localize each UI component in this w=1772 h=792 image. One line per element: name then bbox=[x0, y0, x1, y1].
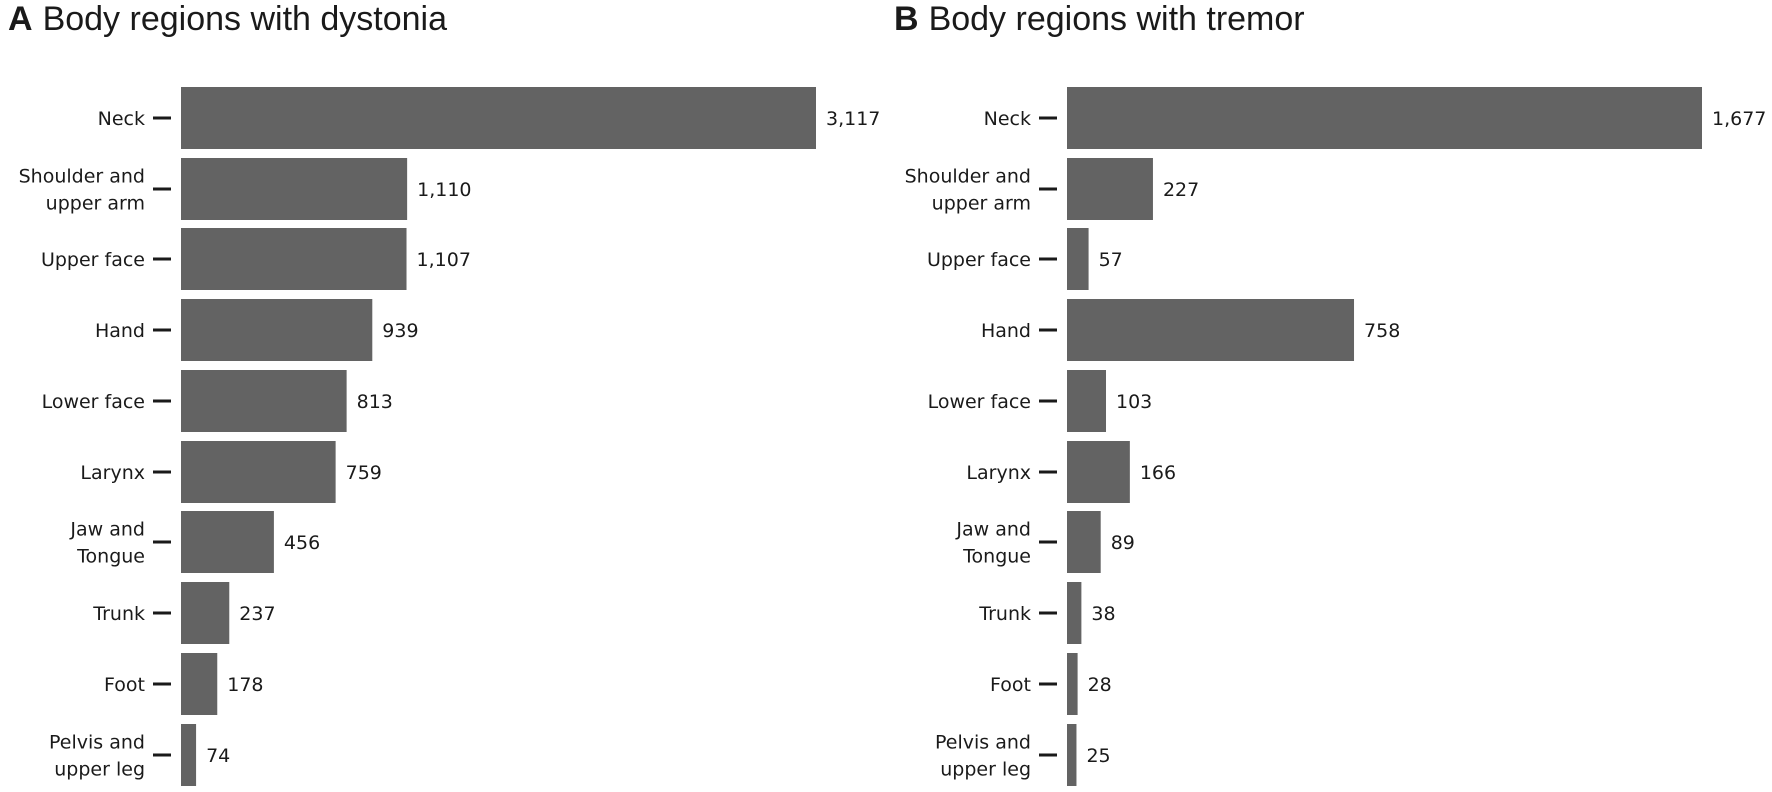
data-label: 25 bbox=[1086, 745, 1110, 767]
y-tick-label: Trunk bbox=[92, 603, 145, 625]
bar-chart-tremor: Neck 1,677 Shoulder and upper arm 227 Upper f… bbox=[905, 87, 1766, 786]
bar bbox=[1067, 724, 1077, 786]
data-label: 1,107 bbox=[417, 249, 471, 271]
bar-chart-dystonia: Neck 3,117 Shoulder and upper arm 1,110 Upper… bbox=[19, 87, 880, 786]
y-tick-label: Pelvis and upper leg bbox=[935, 732, 1031, 781]
data-label: 57 bbox=[1099, 249, 1123, 271]
panel-letter: A bbox=[8, 0, 33, 38]
data-label: 1,677 bbox=[1712, 108, 1766, 130]
data-label: 456 bbox=[284, 532, 320, 554]
data-label: 813 bbox=[357, 391, 393, 413]
y-tick-label: Neck bbox=[984, 108, 1031, 130]
bar bbox=[1067, 370, 1107, 432]
y-tick-label: Trunk bbox=[978, 603, 1031, 625]
bar bbox=[181, 582, 230, 644]
bar bbox=[1067, 158, 1153, 220]
bar bbox=[1067, 87, 1702, 149]
data-label: 103 bbox=[1116, 391, 1152, 413]
bar bbox=[181, 724, 197, 786]
bar bbox=[181, 158, 408, 220]
bar bbox=[181, 441, 336, 503]
y-tick-label: Hand bbox=[95, 320, 145, 342]
bar bbox=[1067, 299, 1355, 361]
y-tick-label: Pelvis and upper leg bbox=[49, 732, 145, 781]
chart-title: Body regions with tremor bbox=[928, 0, 1305, 38]
y-tick-label: Neck bbox=[98, 108, 145, 130]
panel-title: A Body regions with dystonia bbox=[8, 0, 447, 39]
bar bbox=[1067, 653, 1078, 715]
data-label: 758 bbox=[1364, 320, 1400, 342]
bar bbox=[181, 511, 274, 573]
y-tick-label: Shoulder and upper arm bbox=[905, 166, 1031, 215]
bar bbox=[181, 299, 373, 361]
y-tick-label: Larynx bbox=[80, 462, 145, 484]
panel-dystonia: A Body regions with dystonia Neck 3,117 Sho… bbox=[8, 0, 880, 786]
bar bbox=[1067, 228, 1089, 290]
bar bbox=[181, 653, 218, 715]
data-label: 178 bbox=[227, 674, 263, 696]
y-tick-label: Shoulder and upper arm bbox=[19, 166, 145, 215]
bar bbox=[1067, 511, 1101, 573]
bar bbox=[1067, 441, 1130, 503]
y-tick-label: Lower face bbox=[42, 391, 145, 413]
panel-letter: B bbox=[894, 0, 919, 38]
data-label: 166 bbox=[1140, 462, 1176, 484]
y-tick-label: Larynx bbox=[966, 462, 1031, 484]
data-label: 759 bbox=[346, 462, 382, 484]
y-tick-label: Foot bbox=[990, 674, 1031, 696]
y-tick-label: Upper face bbox=[41, 249, 145, 271]
data-label: 28 bbox=[1088, 674, 1112, 696]
data-label: 237 bbox=[239, 603, 275, 625]
panel-title: B Body regions with tremor bbox=[894, 0, 1305, 39]
data-label: 38 bbox=[1091, 603, 1115, 625]
bar bbox=[1067, 582, 1082, 644]
y-tick-label: Foot bbox=[104, 674, 145, 696]
data-label: 3,117 bbox=[826, 108, 880, 130]
bar bbox=[181, 370, 347, 432]
y-tick-label: Jaw and Tongue bbox=[69, 519, 145, 568]
data-label: 1,110 bbox=[417, 179, 471, 201]
panel-tremor: B Body regions with tremor Neck 1,677 Shoul… bbox=[886, 0, 1772, 792]
data-label: 74 bbox=[206, 745, 230, 767]
y-tick-label: Jaw and Tongue bbox=[955, 519, 1031, 568]
data-label: 227 bbox=[1163, 179, 1199, 201]
data-label: 939 bbox=[382, 320, 418, 342]
chart-title: Body regions with dystonia bbox=[42, 0, 448, 38]
data-label: 89 bbox=[1111, 532, 1135, 554]
y-tick-label: Upper face bbox=[927, 249, 1031, 271]
bar bbox=[181, 228, 407, 290]
y-tick-label: Hand bbox=[981, 320, 1031, 342]
y-tick-label: Lower face bbox=[928, 391, 1031, 413]
bar bbox=[181, 87, 816, 149]
